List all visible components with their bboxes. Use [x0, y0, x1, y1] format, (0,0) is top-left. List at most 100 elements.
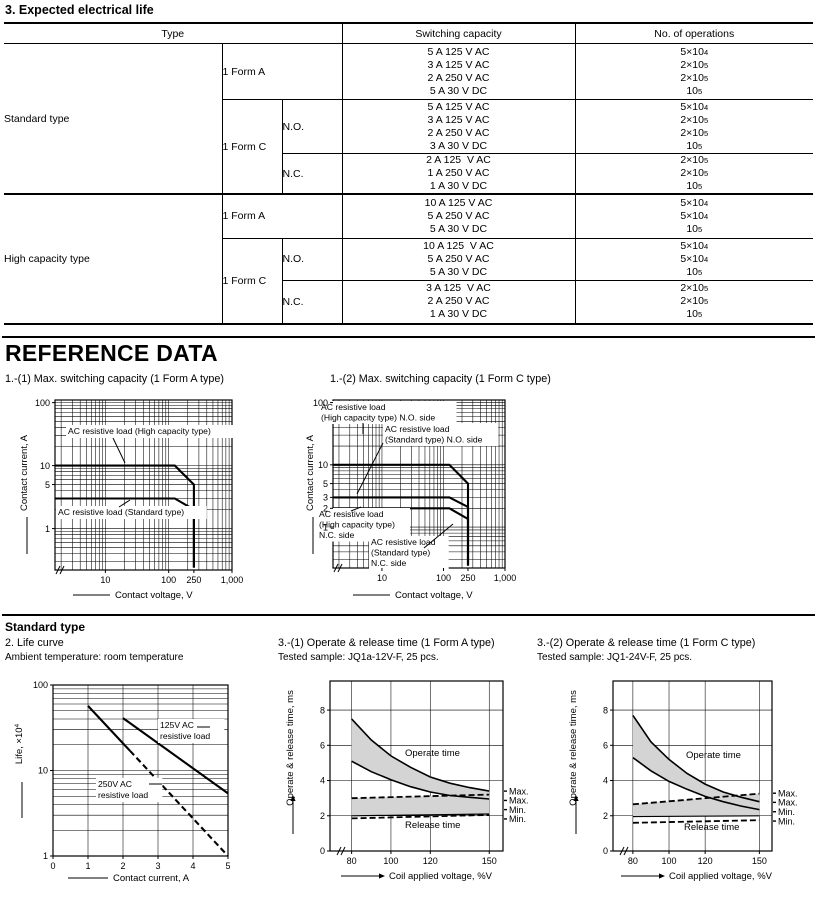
- switching-capacity-cell: 10 A 125 V AC 5 A 250 V AC 5 A 30 V DC: [342, 193, 576, 239]
- svg-text:2: 2: [323, 504, 328, 514]
- operations-line: 105: [686, 139, 703, 152]
- operations-line: 2×105: [680, 71, 709, 84]
- svg-text:1: 1: [323, 522, 328, 532]
- page-title: 3. Expected electrical life: [5, 3, 154, 17]
- svg-text:Contact current, A: Contact current, A: [113, 873, 190, 884]
- operations-line: 105: [686, 84, 703, 97]
- svg-text:Release time: Release time: [684, 822, 739, 833]
- side-cell: N.C.: [282, 153, 343, 194]
- capacity-line: 3 A 125 V AC: [426, 282, 491, 295]
- svg-text:100: 100: [383, 856, 398, 866]
- svg-text:Release time: Release time: [405, 820, 460, 831]
- operations-line: 2×105: [680, 154, 709, 166]
- svg-text:1: 1: [45, 524, 50, 534]
- svg-text:AC resistive load: AC resistive load: [319, 509, 384, 519]
- chart-canvas: AC resistive load (High capacity type) AC…: [19, 398, 244, 601]
- capacity-line: 5 A 125 V AC: [427, 100, 490, 113]
- svg-text:10: 10: [318, 460, 328, 470]
- svg-text:4: 4: [320, 776, 325, 786]
- svg-text:1,000: 1,000: [494, 573, 517, 583]
- operations-line: 105: [686, 265, 703, 278]
- svg-text:Coil applied voltage, %V: Coil applied voltage, %V: [669, 871, 773, 882]
- chart-title-life-curve: 2. Life curve: [5, 637, 64, 649]
- operations-cell: 5×104 2×105 2×105 105: [575, 43, 813, 100]
- svg-text:Max.: Max.: [778, 798, 798, 808]
- svg-text:120: 120: [423, 856, 438, 866]
- form-cell: 1 Form A: [222, 193, 343, 239]
- svg-text:80: 80: [347, 856, 357, 866]
- svg-text:80: 80: [628, 856, 638, 866]
- svg-text:10: 10: [100, 575, 110, 585]
- table-row: 1 Form C N.O. 10 A 125 V AC 5 A 250 V AC 5 A…: [4, 238, 813, 325]
- svg-text:0: 0: [603, 846, 608, 856]
- svg-text:N.C. side: N.C. side: [371, 558, 407, 568]
- standard-type-heading: Standard type: [5, 620, 86, 634]
- operations-line: 5×104: [680, 196, 709, 209]
- svg-text:Contact voltage, V: Contact voltage, V: [115, 590, 193, 601]
- chart-max-switching-capacity-form-a: AC resistive load (High capacity type) AC…: [18, 390, 310, 617]
- svg-text:1,000: 1,000: [221, 575, 244, 585]
- svg-text:AC resistive load (High capaci: AC resistive load (High capacity type): [68, 426, 211, 436]
- capacity-line: 2 A 125 V AC: [426, 154, 491, 166]
- operations-cell: 2×105 2×105 105: [575, 280, 813, 325]
- svg-text:100: 100: [661, 856, 676, 866]
- capacity-line: 2 A 250 V AC: [427, 71, 490, 84]
- side-cell: N.O.: [282, 99, 343, 154]
- svg-text:125V AC: 125V AC: [160, 720, 194, 730]
- svg-text:Life, ×104: Life, ×104: [14, 723, 25, 764]
- operations-line: 2×105: [680, 126, 709, 139]
- operations-line: 105: [686, 180, 703, 192]
- capacity-line: 5 A 30 V DC: [429, 265, 488, 278]
- capacity-line: 3 A 125 V AC: [427, 113, 490, 126]
- chart-title-max-switching-1c: 1.-(2) Max. switching capacity (1 Form C…: [330, 373, 551, 385]
- operations-line: 105: [686, 222, 703, 235]
- operations-line: 5×104: [680, 100, 709, 113]
- type-cell: High capacity type: [4, 193, 223, 325]
- svg-text:250V AC: 250V AC: [98, 779, 132, 789]
- svg-text:Contact voltage, V: Contact voltage, V: [395, 590, 473, 601]
- svg-text:100: 100: [35, 398, 50, 408]
- svg-text:AC resistive load: AC resistive load: [371, 537, 436, 547]
- capacity-line: 3 A 125 V AC: [427, 58, 490, 71]
- side-cell: N.C.: [282, 280, 343, 325]
- table-row: N.C. 2 A 125 V AC 1 A 250 V AC 1 A 30 V DC 2…: [4, 153, 813, 195]
- chart-canvas: AC resistive load(High capacity type) N.…: [305, 398, 517, 601]
- operations-line: 2×105: [680, 295, 709, 308]
- svg-text:250: 250: [186, 575, 201, 585]
- svg-text:Coil applied voltage, %V: Coil applied voltage, %V: [389, 871, 493, 882]
- svg-text:150: 150: [482, 856, 497, 866]
- switching-capacity-cell: 5 A 125 V AC 3 A 125 V AC 2 A 250 V AC 5 A …: [342, 43, 576, 100]
- capacity-line: 5 A 30 V DC: [429, 222, 488, 235]
- svg-text:2: 2: [320, 811, 325, 821]
- operations-line: 2×105: [680, 113, 709, 126]
- form-cell: 1 Form C: [222, 238, 283, 325]
- svg-text:4: 4: [603, 776, 608, 786]
- table-row: N.C. 3 A 125 V AC 2 A 250 V AC 1 A 30 V DC 2…: [4, 280, 813, 325]
- series-line: [87, 705, 131, 752]
- col-header-no-of-operations: No. of operations: [575, 22, 813, 44]
- capacity-line: 1 A 250 V AC: [427, 167, 490, 179]
- operations-line: 5×104: [680, 45, 709, 58]
- svg-text:5: 5: [45, 480, 50, 490]
- svg-text:100: 100: [313, 398, 328, 408]
- svg-text:120: 120: [698, 856, 713, 866]
- capacity-line: 5 A 30 V DC: [429, 84, 488, 97]
- svg-text:resistive load: resistive load: [160, 731, 210, 741]
- svg-text:3: 3: [155, 861, 160, 871]
- col-header-switching-capacity: Switching capacity: [342, 22, 576, 44]
- svg-text:4: 4: [190, 861, 195, 871]
- svg-text:8: 8: [320, 705, 325, 715]
- svg-text:Operate & release time, ms: Operate & release time, ms: [285, 690, 296, 806]
- svg-text:(High capacity type): (High capacity type): [319, 520, 395, 530]
- svg-text:Operate & release time, ms: Operate & release time, ms: [568, 690, 579, 806]
- svg-text:AC resistive load: AC resistive load: [321, 402, 386, 412]
- svg-text:100: 100: [436, 573, 451, 583]
- svg-text:10: 10: [38, 766, 48, 776]
- operations-cell: 2×105 2×105 105: [575, 154, 813, 195]
- svg-text:Contact current, A: Contact current, A: [305, 434, 316, 511]
- svg-text:100: 100: [161, 575, 176, 585]
- chart-title-operate-release-form-c: 3.-(2) Operate & release time (1 Form C …: [537, 637, 756, 649]
